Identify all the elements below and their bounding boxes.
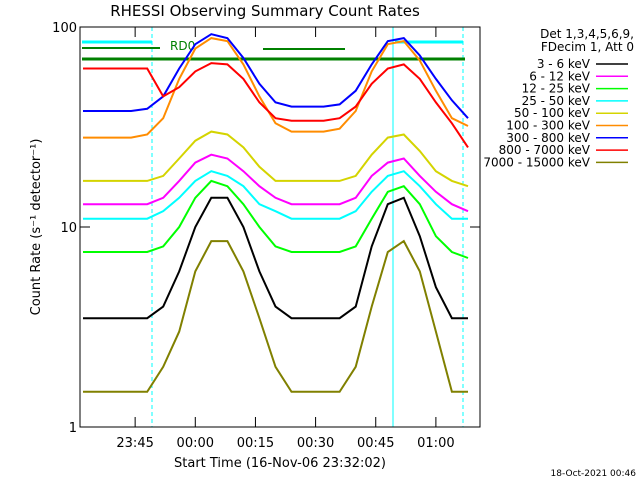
series-line (83, 179, 469, 259)
legend-header: FDecim 1, Att 0 (541, 40, 634, 54)
legend-label: 800 - 7000 keV (499, 143, 591, 157)
plot-decorations (79, 27, 465, 427)
x-tick-label: 00:00 (177, 436, 214, 451)
series-line (83, 130, 469, 188)
y-axis-label: Count Rate (s⁻¹ detector⁻¹) (29, 139, 44, 316)
legend-header: Det 1,3,4,5,6,9, (540, 27, 634, 41)
legend-label: 6 - 12 keV (529, 69, 591, 83)
x-tick-label: 00:30 (297, 436, 334, 451)
legend-label: 50 - 100 keV (514, 106, 591, 120)
series-line (83, 153, 469, 213)
legend-label: 7000 - 15000 keV (483, 155, 590, 169)
legend-label: 100 - 300 keV (506, 119, 590, 133)
x-tick-label: 23:45 (116, 436, 153, 451)
x-axis-label: Start Time (16-Nov-06 23:32:02) (174, 456, 386, 471)
series-line (83, 62, 469, 148)
legend-label: 12 - 25 keV (522, 82, 591, 96)
legend-label: 25 - 50 keV (522, 94, 591, 108)
series-line (83, 170, 468, 220)
footer: 18-Oct-2021 00:46 (551, 469, 637, 479)
series-line (83, 196, 468, 320)
annotation: RD0 (170, 39, 195, 53)
y-tick-label: 100 (52, 21, 77, 36)
legend-label: 300 - 800 keV (506, 131, 590, 145)
x-tick-label: 01:00 (417, 436, 454, 451)
series-line (83, 33, 469, 119)
y-tick-label: 1 (69, 421, 77, 436)
series-line (83, 37, 469, 139)
series-line (83, 239, 468, 393)
x-tick-label: 00:45 (357, 436, 394, 451)
y-tick-label: 10 (60, 221, 77, 236)
legend-label: 3 - 6 keV (537, 57, 591, 71)
chart-title: RHESSI Observing Summary Count Rates (110, 2, 420, 20)
x-tick-label: 00:15 (237, 436, 274, 451)
plot-frame (79, 26, 481, 428)
